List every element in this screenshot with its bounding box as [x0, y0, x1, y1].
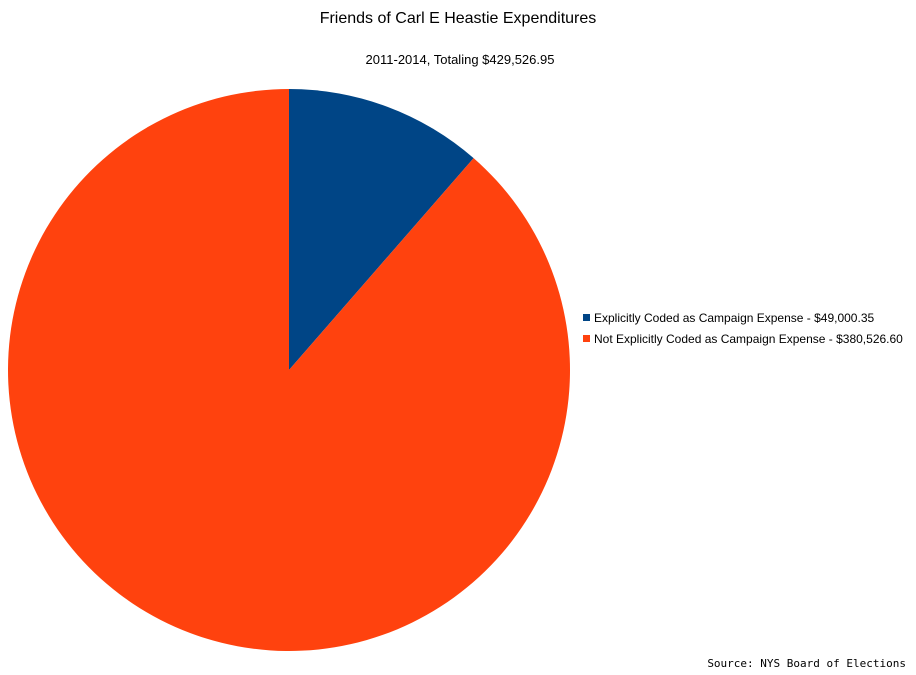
- chart-subtitle: 2011-2014, Totaling $429,526.95: [365, 52, 555, 67]
- legend-label: Explicitly Coded as Campaign Expense - $…: [594, 310, 875, 325]
- legend-swatch: [583, 335, 590, 342]
- pie-slice: [8, 89, 571, 651]
- pie-slice: [289, 89, 474, 370]
- source-note: Source: NYS Board of Elections: [707, 657, 906, 670]
- legend-item: Not Explicitly Coded as Campaign Expense…: [583, 328, 903, 349]
- chart-legend: Explicitly Coded as Campaign Expense - $…: [583, 307, 903, 349]
- chart-title: Friends of Carl E Heastie Expenditures: [319, 10, 597, 27]
- legend-label: Not Explicitly Coded as Campaign Expense…: [594, 331, 903, 346]
- legend-swatch: [583, 314, 590, 321]
- legend-item: Explicitly Coded as Campaign Expense - $…: [583, 307, 903, 328]
